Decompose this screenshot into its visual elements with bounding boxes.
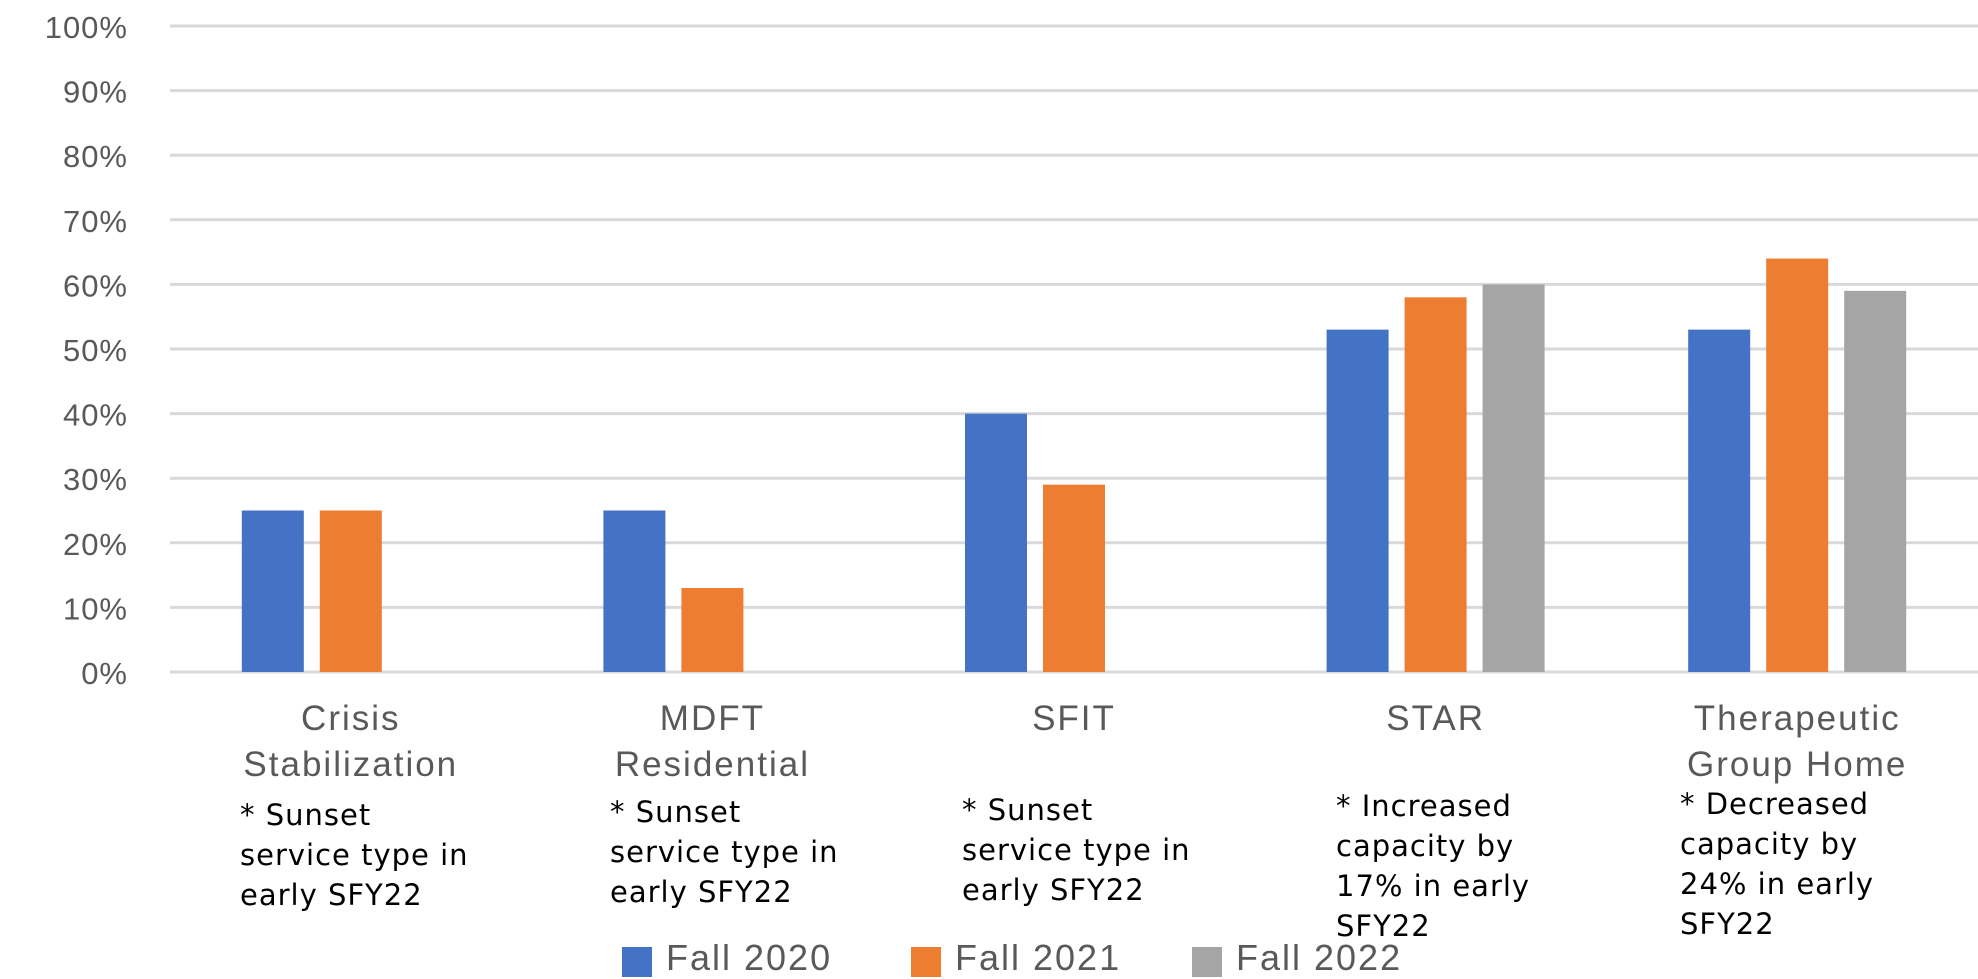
legend-swatch-fall-2020: [622, 946, 652, 977]
x-tick-label: Group Home: [1687, 745, 1907, 784]
legend-item-fall-2022: Fall 2022: [1192, 936, 1402, 979]
bar: [1844, 290, 1907, 672]
bar: [1688, 329, 1751, 672]
bar: [1404, 297, 1467, 672]
x-tick-label: Residential: [615, 745, 810, 784]
annotation: * Sunset service type in early SFY22: [610, 795, 839, 909]
legend-label: Fall 2022: [1236, 937, 1403, 978]
legend-swatch-fall-2022: [1192, 946, 1222, 977]
bar: [1043, 484, 1105, 672]
annotation: * Sunset service type in early SFY22: [962, 793, 1191, 907]
y-tick-label: 100%: [45, 10, 128, 45]
y-tick-label: 40%: [63, 398, 128, 433]
bar: [1326, 329, 1389, 672]
y-tick-label: 10%: [63, 591, 128, 626]
y-tick-label: 70%: [63, 204, 128, 239]
bar: [1766, 258, 1829, 672]
x-tick-label: SFIT: [1032, 699, 1116, 738]
y-tick-label: 20%: [63, 527, 128, 562]
bar: [1482, 284, 1545, 672]
bar: [319, 510, 382, 672]
legend-swatch-fall-2021: [911, 946, 941, 977]
annotation: * Sunset service type in early SFY22: [240, 798, 469, 912]
y-tick-label: 60%: [63, 268, 128, 303]
annotation: * Decreased capacity by 24% in early SFY…: [1680, 787, 1875, 941]
annotation: * Increased capacity by 17% in early SFY…: [1336, 789, 1531, 943]
y-tick-label: 30%: [63, 462, 128, 497]
y-tick-label: 80%: [63, 139, 128, 174]
x-tick-label: STAR: [1386, 699, 1485, 738]
x-tick-label: Stabilization: [243, 745, 458, 784]
bar: [241, 510, 304, 672]
legend-label: Fall 2021: [955, 937, 1122, 978]
legend-item-fall-2021: Fall 2021: [911, 936, 1121, 979]
bar: [965, 413, 1027, 672]
bar: [603, 510, 666, 672]
legend-item-fall-2020: Fall 2020: [622, 936, 832, 979]
x-tick-label: Therapeutic: [1694, 699, 1901, 738]
y-tick-label: 0%: [81, 656, 128, 691]
legend: Fall 2020 Fall 2021 Fall 2022: [0, 936, 1978, 979]
y-tick-label: 50%: [63, 333, 128, 368]
legend-label: Fall 2020: [666, 937, 833, 978]
x-tick-label: Crisis: [301, 699, 400, 738]
y-tick-label: 90%: [63, 75, 128, 110]
bar: [681, 588, 744, 672]
x-tick-label: MDFT: [660, 699, 765, 738]
